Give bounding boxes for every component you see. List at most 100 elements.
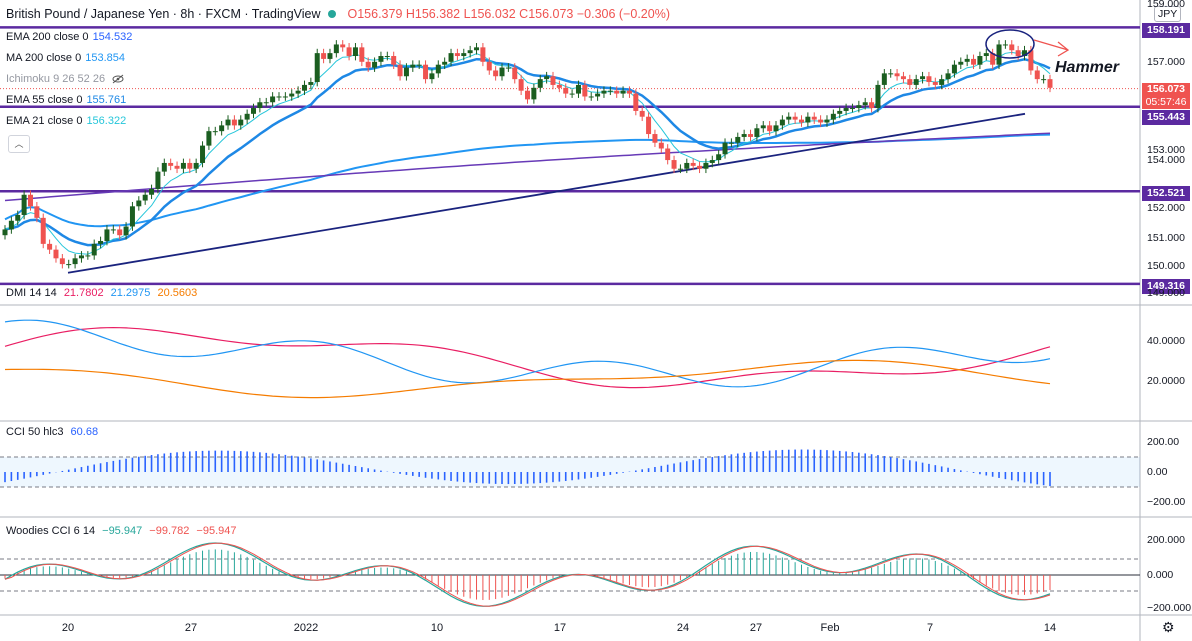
- candle-body: [888, 73, 894, 75]
- candle-body: [505, 67, 511, 69]
- candle-body: [556, 84, 562, 88]
- candle-body: [575, 84, 581, 94]
- candle-body: [646, 116, 652, 135]
- candle-body: [652, 134, 658, 143]
- candle-body: [658, 142, 664, 149]
- candle-body: [327, 53, 333, 59]
- legend-value: 21.7802: [63, 287, 104, 299]
- y-tick-label: 153.000: [1147, 144, 1185, 156]
- legend-value: 154.532: [92, 31, 133, 43]
- candle-body: [531, 87, 537, 100]
- candle-body: [136, 200, 142, 207]
- legend-ema21[interactable]: EMA 21 close 0 156.322: [6, 114, 126, 128]
- legend-label: EMA 21 close 0: [6, 115, 83, 127]
- price-tag-mid-support: 152.521: [1142, 186, 1190, 201]
- candle-body: [971, 58, 977, 65]
- candle-body: [779, 119, 785, 126]
- candle-body: [977, 56, 983, 65]
- candle-body: [728, 142, 734, 144]
- candle-body: [709, 160, 715, 163]
- dmi-tick-label: 40.0000: [1147, 335, 1185, 347]
- legend-ma200[interactable]: MA 200 close 0 153.854: [6, 51, 125, 65]
- candle-body: [690, 162, 696, 166]
- candle-body: [206, 131, 212, 146]
- candle-body: [480, 47, 486, 62]
- legend-value: 156.322: [86, 115, 127, 127]
- candle-body: [805, 116, 811, 123]
- candle-body: [607, 90, 613, 92]
- candle-body: [601, 90, 607, 94]
- legend-ema55[interactable]: EMA 55 close 0 155.761: [6, 93, 126, 107]
- gear-icon[interactable]: ⚙: [1162, 619, 1175, 635]
- candle-body: [1028, 50, 1034, 71]
- price-tag-upper-support: 155.443: [1142, 110, 1190, 125]
- status-dot: [328, 10, 337, 18]
- legend-ichimoku[interactable]: Ichimoku 9 26 52 26: [6, 72, 124, 86]
- candle-body: [792, 116, 798, 120]
- candle-body: [104, 229, 110, 241]
- candle-body: [1034, 70, 1040, 80]
- legend-value: 153.854: [85, 52, 125, 64]
- candle-body: [1015, 50, 1021, 57]
- candle-body: [454, 53, 460, 57]
- candle-body: [913, 79, 919, 85]
- candle-body: [773, 125, 779, 132]
- legend-cci[interactable]: CCI 50 hlc3 60.68: [6, 425, 98, 439]
- candle-body: [964, 58, 970, 62]
- candle-body: [276, 96, 282, 98]
- legend-woodies[interactable]: Woodies CCI 6 14 −95.947 −99.782 −95.947: [6, 524, 237, 538]
- legend-value: −95.947: [196, 525, 237, 537]
- candle-body: [951, 64, 957, 74]
- candle-body: [257, 102, 263, 109]
- x-tick-label: 27: [184, 622, 198, 634]
- candle-body: [314, 53, 320, 83]
- candle-body: [448, 53, 454, 62]
- currency-selector[interactable]: JPY: [1154, 6, 1182, 22]
- price-pane: [0, 0, 1140, 305]
- candle-body: [295, 90, 301, 94]
- symbol-name: British Pound / Japanese Yen · 8h · FXCM…: [6, 7, 321, 21]
- candle-body: [595, 93, 601, 97]
- candle-body: [544, 76, 550, 80]
- candle-body: [474, 47, 480, 51]
- candle-body: [352, 47, 358, 57]
- candle-body: [677, 168, 683, 170]
- candle-body: [760, 125, 766, 129]
- candle-body: [875, 84, 881, 109]
- candle-body: [187, 162, 193, 169]
- candle-body: [620, 90, 626, 94]
- candle-body: [321, 53, 327, 59]
- eye-hidden-icon[interactable]: [112, 74, 124, 84]
- candle-body: [403, 67, 409, 77]
- hammer-annotation: Hammer: [1055, 59, 1120, 76]
- woodies-tick-label: 0.000: [1147, 569, 1174, 581]
- legend-label: Woodies CCI 6 14: [6, 525, 96, 537]
- arrow-annotation: [1033, 39, 1070, 57]
- legend-dmi[interactable]: DMI 14 14 21.7802 21.2975 20.5603: [6, 286, 197, 300]
- woodies-turbo-line: [4, 542, 1051, 607]
- candle-body: [1002, 44, 1008, 46]
- candle-countdown: 05:57:46: [1142, 96, 1190, 109]
- candle-body: [117, 229, 123, 236]
- dmi-minus-line: [4, 326, 1051, 389]
- candle-body: [932, 82, 938, 85]
- cci-tick-label: 0.00: [1147, 466, 1168, 478]
- x-tick-label: 24: [676, 622, 690, 634]
- candle-body: [161, 162, 167, 172]
- candle-body: [563, 87, 569, 94]
- candle-body: [27, 194, 33, 207]
- x-tick-label: 2022: [293, 622, 319, 634]
- symbol-title: British Pound / Japanese Yen · 8h · FXCM…: [6, 7, 670, 21]
- candle-body: [110, 229, 116, 231]
- collapse-legend-button[interactable]: ︿: [8, 135, 30, 153]
- x-tick-label: 17: [553, 622, 567, 634]
- candle-body: [684, 162, 690, 169]
- candle-body: [525, 90, 530, 100]
- candle-body: [270, 96, 276, 103]
- candle-body: [996, 44, 1002, 65]
- candle-body: [238, 119, 244, 126]
- candle-body: [263, 102, 269, 104]
- candle-body: [894, 73, 900, 77]
- legend-ema200[interactable]: EMA 200 close 0 154.532: [6, 30, 132, 44]
